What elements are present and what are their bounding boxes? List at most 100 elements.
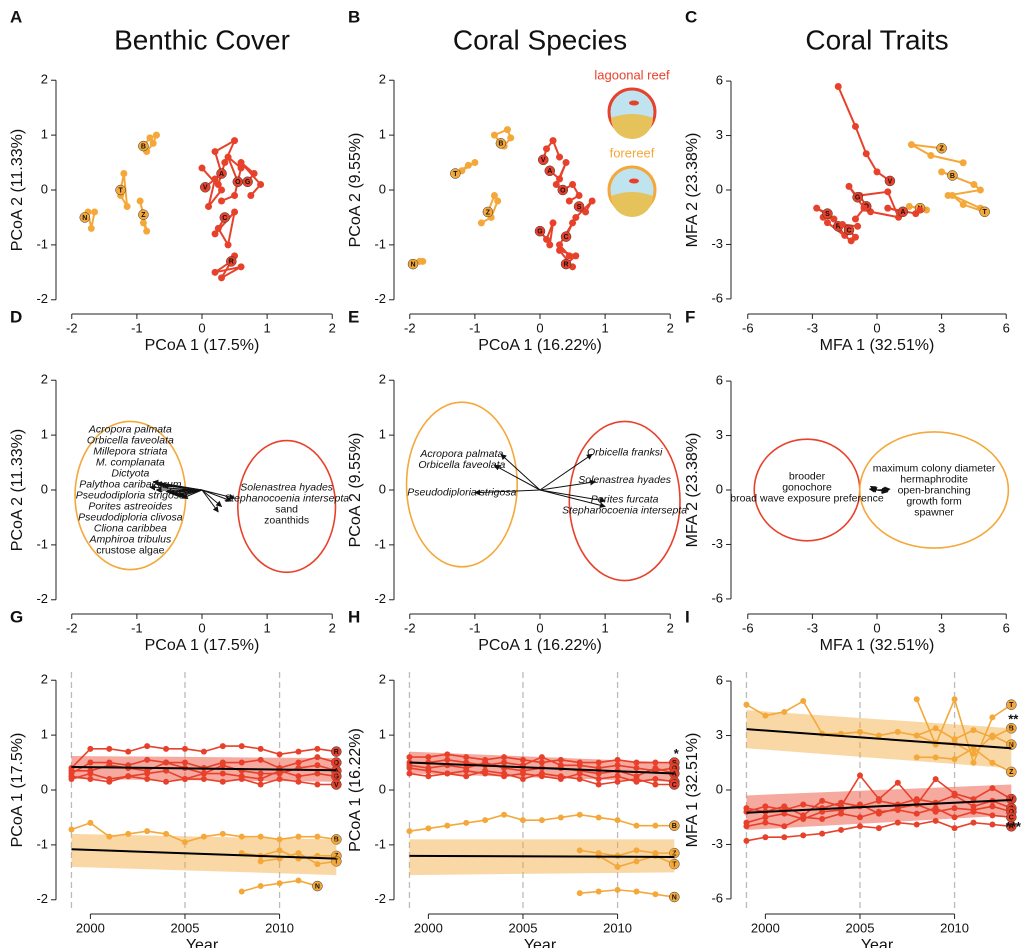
x-tick-label: -2: [404, 620, 416, 635]
point: [652, 822, 659, 829]
y-tick-label: -2: [374, 591, 386, 606]
x-axis-label: Year: [861, 937, 894, 948]
point: [959, 201, 967, 209]
point: [163, 745, 170, 752]
trend-line: [71, 848, 337, 860]
point: [576, 776, 583, 783]
point: [576, 770, 583, 777]
point: [762, 712, 769, 719]
point: [652, 776, 659, 783]
point: [247, 191, 255, 199]
point: [106, 778, 113, 785]
point: [257, 883, 264, 890]
arrow-label: Pseudodiploria clivosa: [78, 511, 183, 523]
point: [198, 164, 206, 172]
point: [856, 814, 863, 821]
point: [295, 773, 302, 780]
site-label: C: [564, 234, 569, 241]
point: [951, 756, 958, 763]
point: [543, 235, 551, 243]
site-label: A: [547, 168, 552, 175]
point: [538, 754, 545, 761]
loading-arrow: [201, 489, 219, 513]
point: [231, 208, 239, 216]
point: [614, 773, 621, 780]
point: [181, 745, 188, 752]
site-marker: [669, 847, 680, 859]
point: [851, 233, 859, 241]
point: [614, 863, 621, 870]
loading-arrow: [181, 489, 203, 499]
point: [781, 708, 788, 715]
arrow-label: Pseudodiploria strigosa: [76, 489, 185, 501]
y-tick-label: -1: [374, 836, 386, 851]
x-tick-label: 6: [1003, 320, 1010, 335]
point: [406, 765, 413, 772]
point: [494, 197, 502, 205]
y-tick-label: 3: [716, 727, 723, 742]
point: [276, 776, 283, 783]
point: [951, 792, 958, 799]
point: [501, 759, 508, 766]
point: [556, 246, 564, 254]
x-tick-label: 0: [873, 620, 880, 635]
arrow-label: Amphiroa tribulus: [89, 533, 172, 545]
point: [106, 745, 113, 752]
x-tick-label: 2010: [265, 920, 294, 935]
trend-line: [746, 728, 1012, 750]
point: [425, 754, 432, 761]
x-tick-label: 0: [536, 620, 543, 635]
point: [556, 175, 564, 183]
point: [854, 222, 862, 230]
y-axis-label: MFA 2 (23.38%): [684, 133, 701, 248]
y-tick-label: -2: [36, 291, 48, 306]
trajectory-line: [951, 194, 986, 213]
y-tick-label: 3: [716, 427, 723, 442]
point: [781, 834, 788, 841]
x-axis-label: MFA 1 (32.51%): [820, 637, 935, 654]
site-label: T: [672, 861, 677, 868]
point: [576, 890, 583, 897]
point: [231, 137, 239, 145]
x-tick-label: -3: [807, 320, 819, 335]
point: [519, 817, 526, 824]
y-axis-label: PCoA 1 (17.5%): [9, 733, 26, 848]
point: [762, 803, 769, 810]
y-tick-label: 6: [716, 73, 723, 88]
panel-letter: E: [348, 307, 359, 326]
trajectory-line: [562, 183, 581, 202]
point: [181, 776, 188, 783]
point: [989, 714, 996, 721]
point: [614, 762, 621, 769]
point: [144, 828, 151, 835]
point: [295, 850, 302, 857]
x-tick-label: -6: [742, 620, 754, 635]
point: [257, 833, 264, 840]
site-label: R: [334, 749, 339, 756]
point: [125, 830, 132, 837]
point: [819, 808, 826, 815]
column-title: Benthic Cover: [114, 24, 290, 55]
x-tick-label: -2: [66, 320, 78, 335]
arrow-label: hermaphrodite: [900, 473, 968, 485]
point: [839, 220, 847, 228]
y-tick-label: 0: [379, 181, 386, 196]
arrow-label: maximum colony diameter: [873, 462, 996, 474]
point: [211, 230, 219, 238]
point: [211, 268, 219, 276]
site-label: C: [846, 227, 851, 234]
site-label: T: [334, 859, 339, 866]
point: [556, 241, 564, 249]
point: [569, 181, 577, 189]
point: [463, 767, 470, 774]
point: [894, 728, 901, 735]
point: [860, 204, 868, 212]
site-label: R: [836, 224, 841, 231]
point: [224, 153, 232, 161]
point: [143, 227, 151, 235]
arrow-label: Orbicella franksi: [587, 447, 663, 459]
arrow-label: crustose algae: [96, 544, 164, 556]
x-tick-label: 1: [263, 620, 270, 635]
point: [200, 776, 207, 783]
y-tick-label: 2: [379, 672, 386, 687]
